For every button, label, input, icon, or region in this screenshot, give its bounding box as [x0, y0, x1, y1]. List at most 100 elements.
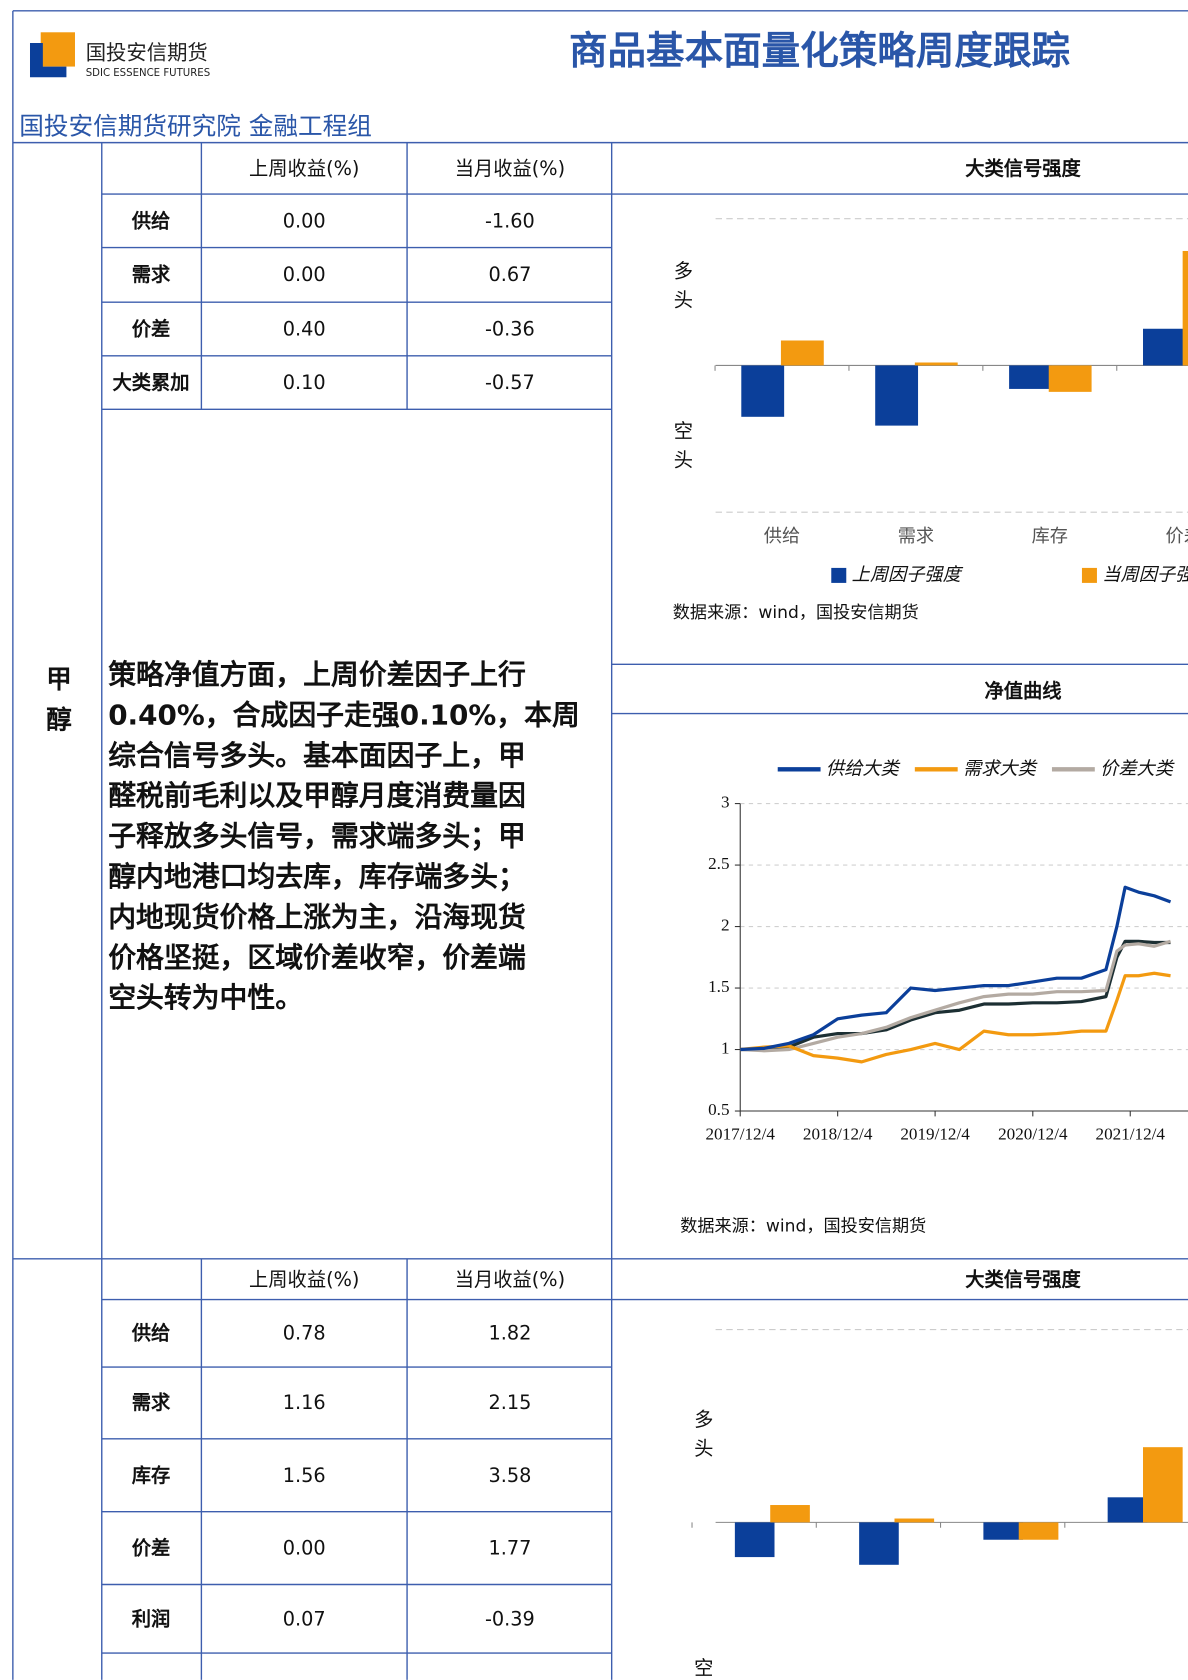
logo: 国投安信期货 SDIC ESSENCE FUTURES	[29, 32, 210, 79]
short-label: 头	[674, 448, 693, 471]
table-cell: 0.00	[283, 1537, 326, 1560]
column-header: 上周收益(%)	[249, 157, 359, 180]
commentary-line: 醛税前毛利以及甲醇月度消费量因	[108, 779, 526, 812]
table-cell: -0.39	[485, 1607, 535, 1630]
y-tick-label: 1	[721, 1038, 730, 1057]
commentary-line: 价格坚挺，区域价差收窄，价差端	[108, 941, 526, 974]
logo-square	[40, 32, 75, 67]
report-title: 商品基本面量化策略周度跟踪	[569, 29, 1071, 74]
bar	[983, 1522, 1024, 1540]
nav-line	[740, 885, 1172, 1052]
report-subtitle: 国投安信期货研究院 金融工程组	[19, 112, 372, 141]
table-cell: 0.07	[283, 1607, 326, 1630]
table-cell: 0.00	[283, 263, 326, 286]
legend-label: 价差大类	[1100, 758, 1175, 779]
table-cell: 1.77	[488, 1537, 531, 1560]
chart-title: 净值曲线	[984, 680, 1061, 703]
legend-label: 需求大类	[963, 758, 1038, 779]
bar	[1143, 328, 1186, 366]
table-cell: 0.40	[283, 318, 326, 341]
long-label: 头	[674, 289, 693, 312]
table-cell: 1.82	[488, 1321, 531, 1344]
y-tick-label: 0.5	[708, 1100, 729, 1119]
bar	[914, 362, 958, 366]
table-cell: 2.15	[488, 1391, 531, 1414]
logo-name: 国投安信期货	[86, 41, 208, 65]
long-label: 多	[694, 1408, 713, 1431]
table-cell: -1.60	[485, 209, 535, 232]
legend-label: 上周因子强度	[852, 564, 964, 585]
y-tick-label: 2.5	[708, 854, 729, 873]
category-label: 价差	[1166, 526, 1188, 547]
row-label: 库存	[132, 1464, 171, 1487]
logo-mark	[29, 43, 67, 78]
column-header: 当月收益(%)	[455, 157, 565, 180]
y-tick-label: 3	[721, 793, 730, 812]
table-cell: 0.67	[488, 263, 531, 286]
commentary-line: 空头转为中性。	[108, 981, 303, 1014]
logo-name-en: SDIC ESSENCE FUTURES	[86, 68, 210, 79]
table-cell: 0.00	[283, 209, 326, 232]
chart-title: 大类信号强度	[965, 1268, 1081, 1291]
bar	[859, 1522, 899, 1565]
bar	[1143, 1447, 1183, 1523]
commentary-line: 子释放多头信号，需求端多头；甲	[108, 820, 526, 853]
legend-swatch	[831, 567, 847, 583]
y-tick-label: 1.5	[708, 977, 729, 996]
bar	[770, 1505, 810, 1523]
x-tick-label: 2020/12/4	[998, 1125, 1068, 1144]
section-name: 甲	[46, 665, 72, 695]
row-label: 价差	[132, 318, 171, 341]
category-label: 供给	[764, 526, 800, 547]
table-cell: -0.57	[485, 371, 535, 394]
category-label: 需求	[898, 526, 934, 547]
bar	[741, 365, 785, 417]
nav-line	[740, 971, 1171, 1064]
bar	[1009, 365, 1052, 389]
bar	[1048, 365, 1092, 392]
long-label: 头	[694, 1437, 713, 1460]
nav-line	[740, 939, 1171, 1052]
legend-label: 供给大类	[826, 758, 901, 779]
x-tick-label: 2017/12/4	[705, 1125, 775, 1144]
chart-title: 大类信号强度	[965, 157, 1081, 180]
source-note: 数据来源：wind，国投安信期货	[680, 1217, 926, 1237]
column-header: 上周收益(%)	[249, 1268, 359, 1291]
x-tick-label: 2019/12/4	[900, 1125, 970, 1144]
bar	[1018, 1522, 1059, 1540]
bar	[1182, 250, 1188, 366]
row-label: 需求	[132, 1391, 171, 1414]
row-label: 供给	[131, 209, 171, 232]
table-cell: 0.10	[283, 371, 326, 394]
legend-swatch	[1081, 567, 1097, 583]
category-label: 库存	[1032, 526, 1068, 547]
short-label: 空	[694, 1657, 713, 1680]
commentary-line: 综合信号多头。基本面因子上，甲	[108, 739, 526, 772]
bar	[1107, 1497, 1148, 1523]
legend-label: 当周因子强度	[1102, 564, 1188, 585]
row-label: 价差	[132, 1537, 171, 1560]
nav-line	[740, 939, 1172, 1053]
bar	[780, 340, 824, 366]
commentary-line: 醇内地港口均去库，库存端多头；	[108, 860, 526, 893]
table-cell: -0.36	[485, 318, 535, 341]
bar	[875, 365, 919, 426]
row-label: 利润	[132, 1607, 171, 1630]
row-label: 供给	[131, 1321, 171, 1344]
table-grid	[12, 10, 1188, 1680]
commentary-line: 0.40%，合成因子走强0.10%，本周	[108, 698, 580, 731]
bar	[734, 1522, 775, 1558]
x-tick-label: 2021/12/4	[1096, 1125, 1166, 1144]
table-cell: 1.16	[283, 1391, 326, 1414]
commentary-line: 策略净值方面，上周价差因子上行	[108, 658, 526, 691]
commentary-line: 内地现货价格上涨为主，沿海现货	[108, 900, 526, 933]
long-label: 多	[674, 260, 693, 283]
short-label: 空	[674, 419, 693, 442]
x-tick-label: 2018/12/4	[803, 1125, 873, 1144]
y-tick-label: 2	[721, 915, 730, 934]
section-name: 醇	[46, 705, 72, 736]
row-label: 大类累加	[113, 371, 190, 394]
bar	[894, 1518, 935, 1523]
